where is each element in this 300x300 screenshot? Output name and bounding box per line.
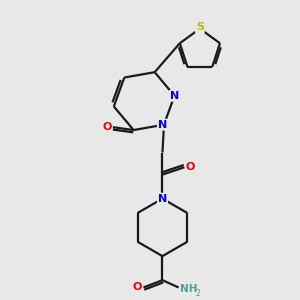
Text: N: N bbox=[170, 91, 179, 101]
Text: 2: 2 bbox=[195, 290, 200, 298]
Text: O: O bbox=[186, 162, 195, 172]
Text: O: O bbox=[133, 283, 142, 292]
Text: N: N bbox=[158, 194, 167, 204]
Text: O: O bbox=[103, 122, 112, 132]
Text: N: N bbox=[158, 120, 167, 130]
Text: S: S bbox=[196, 22, 204, 32]
Text: NH: NH bbox=[180, 284, 198, 294]
